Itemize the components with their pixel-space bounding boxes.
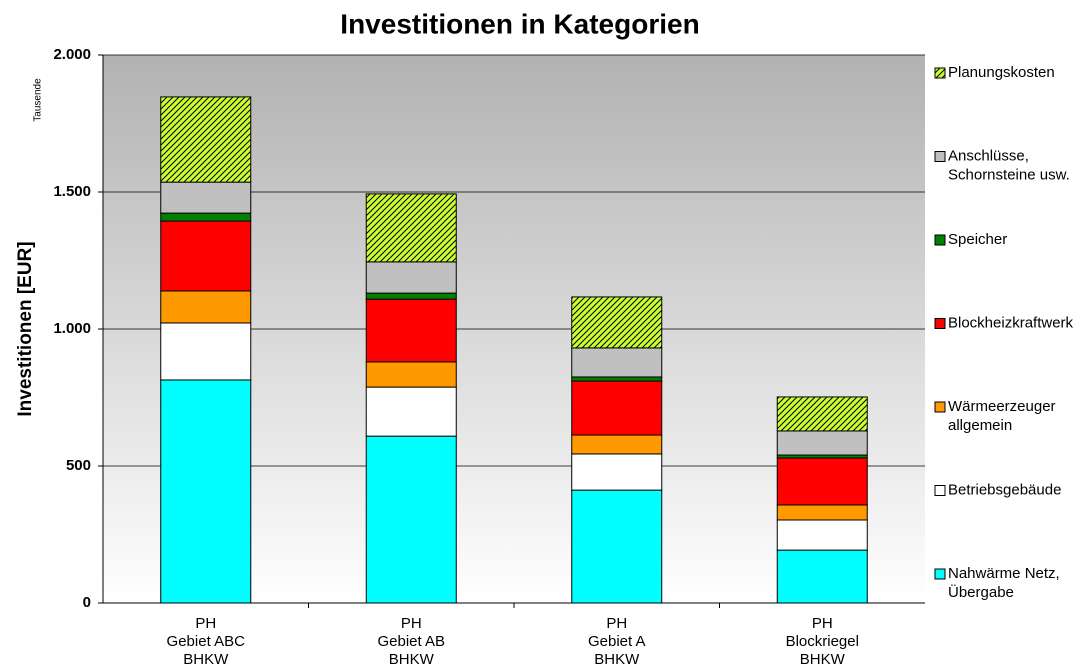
legend-label: Anschlüsse, Schornsteine usw. bbox=[948, 147, 1070, 183]
bar-segment bbox=[776, 430, 868, 456]
bar-segment bbox=[365, 298, 457, 363]
y-tick-label: 0 bbox=[83, 594, 91, 611]
bar-segment bbox=[160, 290, 252, 324]
y-tick-label: 1.000 bbox=[53, 320, 91, 337]
chart-title: Investitionen in Kategorien bbox=[340, 8, 699, 39]
bar-segment bbox=[776, 457, 868, 506]
bar-segment bbox=[776, 504, 868, 521]
legend-label: Nahwärme Netz, Übergabe bbox=[948, 565, 1060, 601]
legend-swatch bbox=[934, 234, 946, 246]
y-tick-label: 500 bbox=[66, 457, 91, 474]
bar-segment bbox=[160, 181, 252, 214]
bar-segment bbox=[571, 296, 663, 349]
x-tick-label: PH Gebiet A BHKW bbox=[588, 615, 646, 668]
legend-label: Wärmeerzeuger allgemein bbox=[948, 398, 1056, 434]
bar-segment bbox=[160, 220, 252, 292]
bar-segment bbox=[365, 261, 457, 294]
legend-swatch bbox=[934, 568, 946, 580]
bar-segment bbox=[160, 379, 252, 604]
x-tick-label: PH Gebiet AB BHKW bbox=[377, 615, 445, 668]
bar-segment bbox=[776, 396, 868, 432]
y-tick-label: 1.500 bbox=[53, 183, 91, 200]
legend-swatch bbox=[934, 485, 946, 496]
bar-segment bbox=[571, 453, 663, 491]
legend-label: Betriebsgebäude bbox=[948, 481, 1061, 498]
bar-segment bbox=[571, 380, 663, 436]
bar-segment bbox=[365, 435, 457, 604]
y-tick-label: 2.000 bbox=[53, 46, 91, 63]
bar-segment bbox=[776, 519, 868, 551]
bar-segment bbox=[160, 96, 252, 183]
legend-label: Speicher bbox=[948, 231, 1007, 248]
bar-segment bbox=[571, 489, 663, 604]
legend-label: Blockheizkraftwerk bbox=[948, 314, 1074, 331]
bar-segment bbox=[160, 212, 252, 222]
legend-swatch bbox=[934, 151, 946, 162]
bar-segment bbox=[571, 347, 663, 378]
bar-segment bbox=[365, 386, 457, 437]
legend-swatch bbox=[934, 318, 946, 329]
y-axis-title: Investitionen [EUR] bbox=[15, 241, 36, 416]
bar-segment bbox=[776, 549, 868, 604]
bar-segment bbox=[571, 434, 663, 455]
legend-swatch bbox=[934, 67, 946, 79]
bar-segment bbox=[365, 361, 457, 388]
y-unit: Tausende bbox=[33, 78, 44, 122]
bar-segment bbox=[365, 193, 457, 263]
x-tick-label: PH Blockriegel BHKW bbox=[786, 615, 859, 668]
bar-segment bbox=[571, 376, 663, 382]
bar-segment bbox=[160, 322, 252, 381]
legend-label: Planungskosten bbox=[948, 64, 1055, 81]
x-tick-label: PH Gebiet ABC BHKW bbox=[167, 615, 246, 668]
bar-segment bbox=[365, 292, 457, 300]
legend-swatch bbox=[934, 401, 946, 413]
